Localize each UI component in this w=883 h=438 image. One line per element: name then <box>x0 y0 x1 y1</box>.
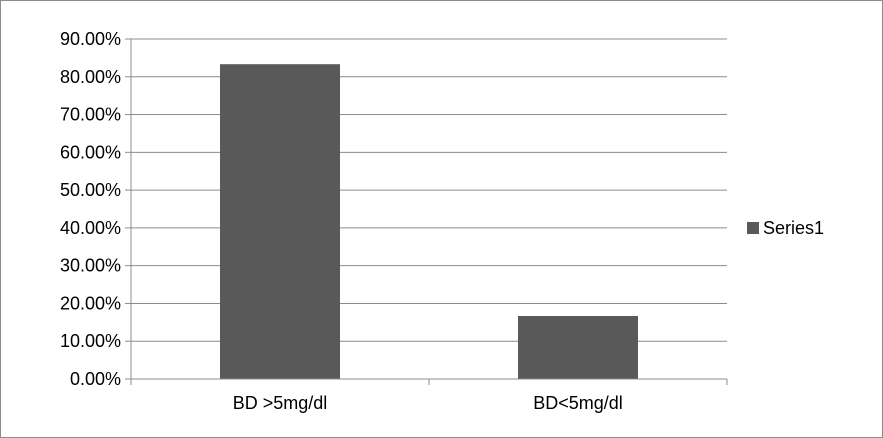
y-tick-label: 30.00% <box>60 256 121 276</box>
y-tick-label: 50.00% <box>60 180 121 200</box>
bar <box>518 316 638 379</box>
axes <box>125 38 728 385</box>
y-axis-tick-labels: 0.00% 10.00% 20.00% 30.00% 40.00% 50.00% 60.00… <box>60 29 121 389</box>
legend-swatch <box>747 222 759 234</box>
bar <box>220 64 340 379</box>
y-tick-label: 40.00% <box>60 218 121 238</box>
x-category-label: BD >5mg/dl <box>233 393 328 413</box>
x-category-label: BD<5mg/dl <box>533 393 623 413</box>
legend: Series1 <box>747 218 824 238</box>
y-tick-label: 0.00% <box>70 369 121 389</box>
y-tick-label: 90.00% <box>60 29 121 49</box>
y-tick-label: 10.00% <box>60 331 121 351</box>
y-tick-label: 20.00% <box>60 293 121 313</box>
legend-label: Series1 <box>763 218 824 238</box>
y-tick-label: 60.00% <box>60 142 121 162</box>
x-axis-category-labels: BD >5mg/dl BD<5mg/dl <box>233 393 623 413</box>
y-tick-label: 70.00% <box>60 105 121 125</box>
bars <box>220 64 638 379</box>
y-tick-label: 80.00% <box>60 67 121 87</box>
